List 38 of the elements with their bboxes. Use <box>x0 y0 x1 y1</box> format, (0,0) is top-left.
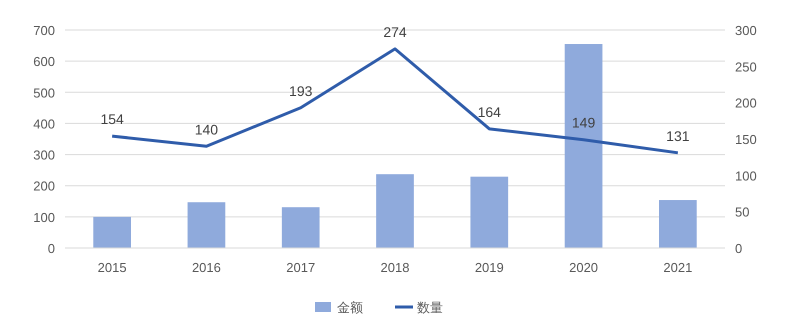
y2-tick-label: 100 <box>735 168 757 184</box>
bar <box>376 174 414 248</box>
y-tick-label: 300 <box>33 148 55 163</box>
x-tick-label: 2016 <box>192 260 221 275</box>
data-label: 193 <box>289 82 313 99</box>
bar <box>188 202 226 248</box>
data-label: 140 <box>194 121 218 138</box>
data-label: 149 <box>572 114 596 131</box>
y-tick-label: 600 <box>33 54 55 70</box>
data-label: 131 <box>666 128 690 144</box>
y-tick-label: 700 <box>33 23 55 38</box>
x-tick-label: 2021 <box>663 260 692 275</box>
y2-tick-label: 50 <box>735 204 750 220</box>
bar <box>93 216 131 248</box>
legend-label: 金额 <box>337 300 363 315</box>
y-tick-label: 500 <box>33 85 55 100</box>
data-label: 154 <box>100 111 124 128</box>
y-tick-label: 400 <box>33 116 55 132</box>
y2-tick-label: 200 <box>735 96 757 111</box>
bar <box>564 44 602 248</box>
legend-label: 数量 <box>417 300 443 315</box>
y2-tick-label: 250 <box>735 59 757 74</box>
x-tick-label: 2018 <box>380 260 410 275</box>
x-tick-label: 2015 <box>98 260 127 275</box>
y2-tick-label: 0 <box>735 241 742 256</box>
bar <box>470 176 508 248</box>
data-label: 164 <box>478 104 502 120</box>
y-tick-label: 100 <box>33 210 55 225</box>
data-label: 274 <box>383 24 407 40</box>
y2-tick-label: 300 <box>735 23 757 38</box>
x-tick-label: 2020 <box>569 260 598 275</box>
bar <box>659 200 697 248</box>
y-tick-label: 0 <box>48 241 55 256</box>
x-tick-label: 2019 <box>474 260 504 275</box>
bar <box>282 207 320 248</box>
y-tick-label: 200 <box>33 178 55 194</box>
y2-tick-label: 150 <box>735 132 757 147</box>
x-tick-label: 2017 <box>286 260 316 275</box>
